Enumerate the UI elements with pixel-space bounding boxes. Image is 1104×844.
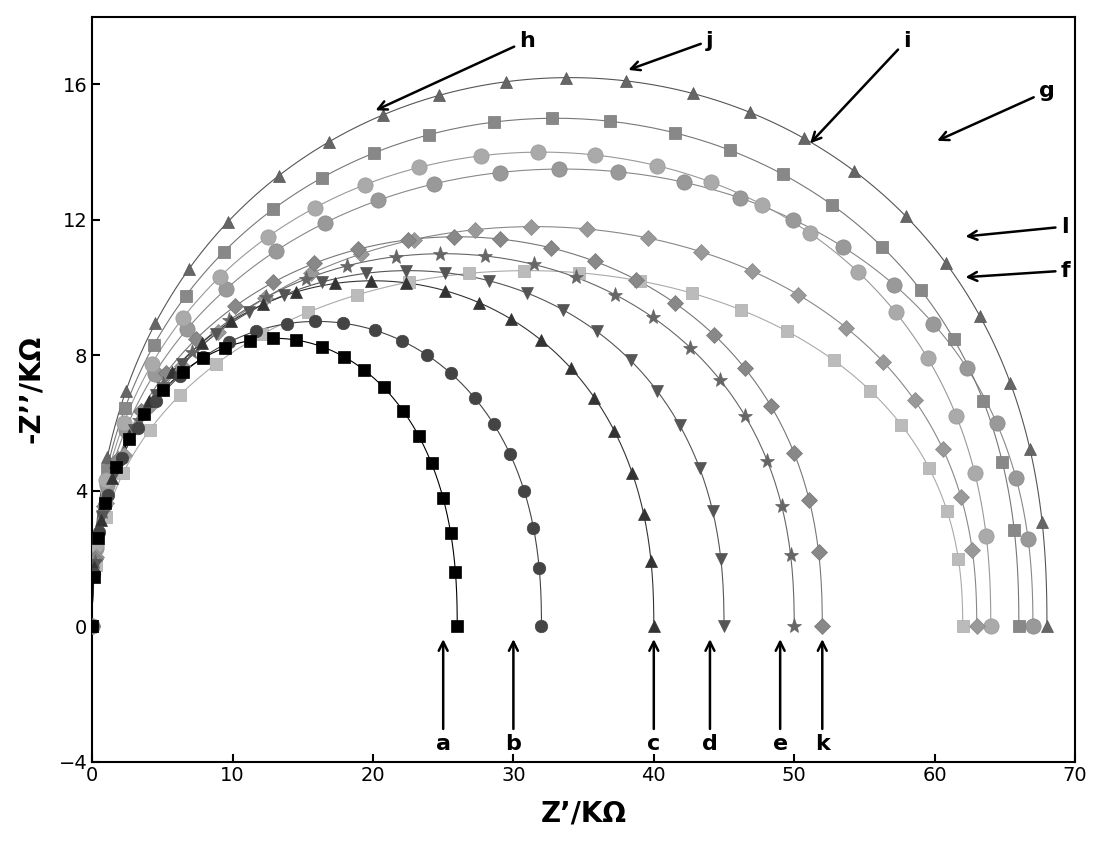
Text: c: c xyxy=(647,642,660,755)
Text: h: h xyxy=(378,30,535,110)
X-axis label: Z’/KΩ: Z’/KΩ xyxy=(541,799,627,827)
Text: k: k xyxy=(815,642,830,755)
Text: b: b xyxy=(506,642,521,755)
Text: d: d xyxy=(702,642,718,755)
Text: a: a xyxy=(436,642,450,755)
Text: i: i xyxy=(813,30,911,141)
Text: f: f xyxy=(968,261,1071,281)
Text: j: j xyxy=(631,30,714,70)
Text: l: l xyxy=(968,217,1069,240)
Text: g: g xyxy=(940,81,1055,140)
Text: e: e xyxy=(773,642,788,755)
Y-axis label: -Z’’/KΩ: -Z’’/KΩ xyxy=(17,335,44,443)
